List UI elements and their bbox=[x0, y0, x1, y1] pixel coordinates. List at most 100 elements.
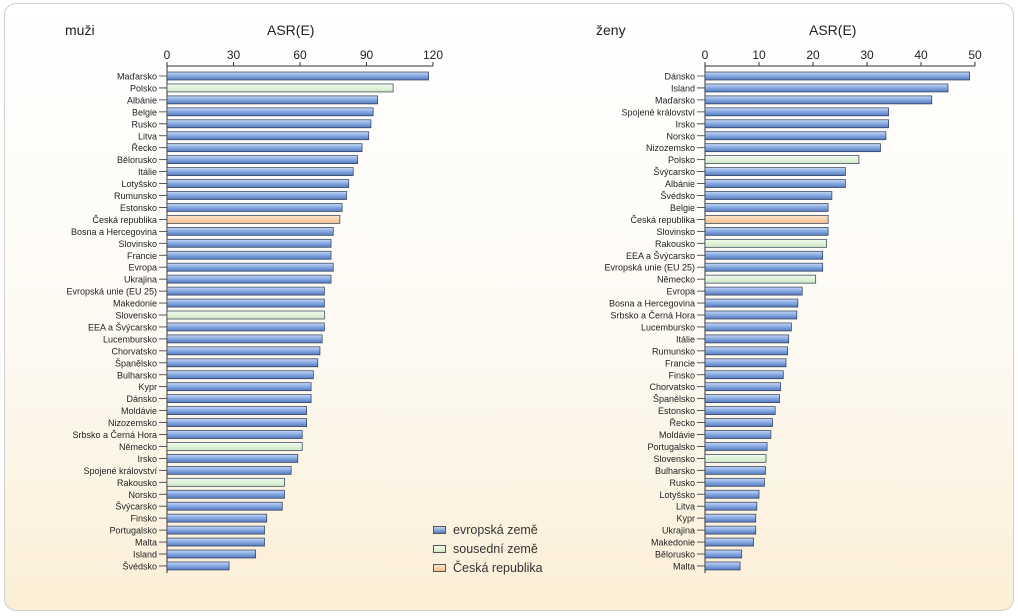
chart0-bar bbox=[166, 489, 285, 499]
chart-canvas: muži ASR(E)0 30 60 90 120MaďarskoPolskoAlbáni… bbox=[65, 22, 982, 573]
chart1-category-label: Rumunsko bbox=[652, 346, 695, 356]
chart0-bar bbox=[166, 71, 429, 81]
chart0-bar bbox=[166, 107, 374, 117]
chart1-category-label: EEA a Švýcarsko bbox=[626, 251, 695, 261]
chart1-category-label: Rakousko bbox=[655, 239, 695, 249]
chart1-bar bbox=[704, 274, 817, 284]
chart0-category-label: Estonsko bbox=[120, 203, 157, 213]
chart0-category-label: Bělorusko bbox=[117, 155, 157, 165]
chart0-bar bbox=[166, 155, 358, 164]
chart1-category-label: Rusko bbox=[669, 478, 695, 488]
chart0-category-label: EEA a Švýcarsko bbox=[88, 322, 157, 332]
chart0-category-label: Maďarsko bbox=[117, 72, 157, 82]
chart0-category-label: Německo bbox=[119, 442, 157, 452]
chart0-bar bbox=[166, 310, 325, 320]
chart1-bar bbox=[704, 286, 803, 296]
chart1-category-label: Španělsko bbox=[653, 394, 695, 404]
chart0-bar bbox=[166, 442, 303, 451]
chart1-bar bbox=[704, 442, 768, 451]
chart0-bar bbox=[166, 406, 307, 415]
legend-item-neighbouring: sousední země bbox=[433, 541, 538, 557]
chart1-x-tick-label: 0 bbox=[702, 48, 709, 62]
chart0-category-label: Lotyšsko bbox=[121, 179, 157, 189]
legend-swatch-czech bbox=[433, 564, 446, 572]
chart0-category-label: Španělsko bbox=[115, 358, 157, 368]
chart0-category-label: Kypr bbox=[138, 382, 157, 392]
chart0-bar bbox=[166, 167, 354, 176]
chart1-category-label: Bosna a Hercegovina bbox=[609, 299, 695, 309]
chart1-category-label: Švýcarsko bbox=[653, 167, 695, 177]
chart0-bar bbox=[166, 179, 350, 188]
chart1-x-tick-label: 50 bbox=[968, 48, 982, 62]
chart1-bar bbox=[704, 561, 741, 571]
chart0-category-label: Chorvatsko bbox=[111, 346, 157, 356]
chart1-category-label: Ukrajina bbox=[662, 526, 695, 536]
chart1-bar bbox=[704, 71, 970, 81]
chart1-category-label: Estonsko bbox=[658, 406, 695, 416]
chart1-bar bbox=[704, 418, 773, 427]
chart0-bar bbox=[166, 250, 332, 260]
chart1-category-label: Irsko bbox=[675, 119, 695, 129]
chart0-bar bbox=[166, 418, 307, 427]
chart0-category-label: Slovensko bbox=[115, 311, 157, 321]
chart0-category-label: Švýcarsko bbox=[115, 502, 157, 512]
chart1-bar bbox=[704, 310, 798, 320]
chart0-category-label: Rumunsko bbox=[114, 191, 157, 201]
chart1-category-label: Srbsko a Černá Hora bbox=[610, 311, 695, 321]
chart1-panel-label: ženy bbox=[596, 22, 626, 38]
legend-item-czech: Česká republika bbox=[433, 560, 543, 576]
chart0-x-tick-label: 60 bbox=[293, 48, 307, 62]
chart1-bar bbox=[704, 143, 881, 153]
chart0-category-label: Slovinsko bbox=[118, 239, 157, 249]
chart1-category-label: Evropa bbox=[666, 287, 695, 297]
chart1-category-label: Slovinsko bbox=[656, 227, 695, 237]
chart0-bar bbox=[166, 513, 268, 523]
chart1-category-label: Itálie bbox=[676, 334, 695, 344]
chart0-category-label: Bosna a Hercegovina bbox=[71, 227, 157, 237]
chart1-category-label: Litva bbox=[676, 502, 695, 512]
chart1-bar bbox=[704, 501, 758, 511]
chart0-category-label: Albánie bbox=[127, 95, 157, 105]
chart0-bar bbox=[166, 549, 257, 559]
chart0-bar bbox=[166, 501, 283, 511]
chart0-bar bbox=[166, 454, 299, 463]
chart1-bar bbox=[704, 477, 765, 487]
chart0-category-label: Irsko bbox=[137, 454, 157, 464]
chart0-bar bbox=[166, 238, 332, 248]
chart1-x-tick-label: 40 bbox=[914, 48, 928, 62]
chart1-category-label: Polsko bbox=[668, 155, 695, 165]
chart1-title: ASR(E) bbox=[809, 22, 856, 38]
chart1-bar bbox=[704, 191, 833, 200]
chart0-bar bbox=[166, 191, 347, 200]
chart0-bar bbox=[166, 143, 363, 153]
chart0-bar bbox=[166, 477, 285, 487]
chart0-category-label: Belgie bbox=[132, 107, 157, 117]
chart0-panel-label: muži bbox=[65, 22, 95, 38]
chart0-bar bbox=[166, 537, 265, 547]
chart0-category-label: Evropa bbox=[128, 263, 157, 273]
chart0-category-label: Moldávie bbox=[121, 406, 157, 416]
chart1-bar bbox=[704, 250, 824, 260]
chart1-bar bbox=[704, 549, 743, 559]
chart1-bar bbox=[704, 394, 780, 403]
chart0-bar bbox=[166, 322, 325, 332]
chart0-bar bbox=[166, 203, 343, 212]
chart0-bar bbox=[166, 394, 312, 403]
chart0-bar bbox=[166, 382, 312, 392]
chart0-x-tick-label: 90 bbox=[360, 48, 374, 62]
chart0-category-label: Itálie bbox=[138, 167, 157, 177]
chart-panel: muži ASR(E) 0 30 60 90 120 Maďarsko Polsko Albáni… bbox=[4, 3, 1014, 611]
chart0-bar bbox=[166, 95, 378, 105]
chart0-x-tick-label: 30 bbox=[227, 48, 241, 62]
chart1-category-label: Dánsko bbox=[664, 72, 695, 82]
chart0-title: ASR(E) bbox=[267, 22, 314, 38]
chart0-category-label: Norsko bbox=[128, 490, 157, 500]
legend-label-neighbouring: sousední země bbox=[453, 542, 538, 556]
chart0-bar bbox=[166, 358, 319, 368]
chart0-category-label: Francie bbox=[127, 251, 157, 261]
chart1-bar bbox=[704, 430, 772, 439]
chart0-category-label: Portugalsko bbox=[109, 526, 157, 536]
chart0-category-label: Lucembursko bbox=[103, 334, 157, 344]
chart0-bar bbox=[166, 286, 325, 296]
chart1-bar bbox=[704, 454, 767, 463]
